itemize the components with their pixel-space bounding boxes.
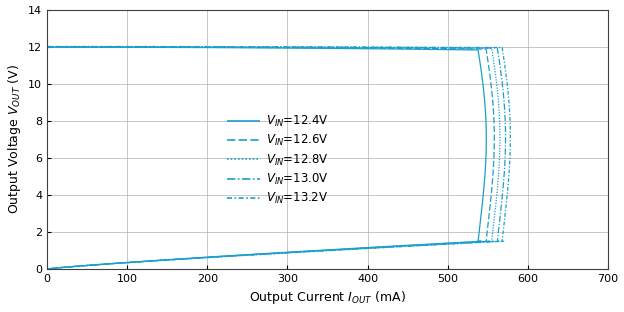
V_IN=12.8V	[468, 241, 475, 244]
V_IN=13.2V	[364, 246, 372, 250]
V_IN=13.0V	[43, 267, 51, 271]
V_IN=12.6V	[487, 197, 495, 201]
V_IN=12.4V	[479, 76, 486, 80]
V_IN=13.0V	[499, 197, 506, 200]
V_IN=13.0V	[472, 241, 480, 244]
V_IN=12.8V	[43, 45, 51, 49]
V_IN=13.0V	[361, 246, 369, 250]
Line: V_IN=13.2V: V_IN=13.2V	[47, 46, 510, 269]
V_IN=13.0V	[43, 45, 51, 48]
V_IN=13.2V	[43, 45, 51, 48]
V_IN=12.6V	[43, 45, 51, 49]
V_IN=12.8V	[43, 267, 51, 271]
V_IN=13.2V	[503, 197, 510, 200]
V_IN=12.8V	[488, 240, 495, 243]
V_IN=13.2V	[502, 74, 510, 78]
V_IN=12.4V	[475, 240, 483, 243]
V_IN=12.6V	[487, 76, 494, 79]
V_IN=13.0V	[304, 45, 311, 49]
V_IN=12.6V	[464, 241, 471, 244]
V_IN=12.8V	[493, 197, 500, 200]
V_IN=12.8V	[492, 75, 500, 79]
Line: V_IN=12.6V: V_IN=12.6V	[47, 47, 494, 269]
V_IN=12.6V	[354, 246, 362, 250]
V_IN=12.8V	[301, 46, 308, 49]
V_IN=12.8V	[358, 246, 365, 250]
V_IN=12.4V	[456, 241, 463, 244]
V_IN=13.0V	[493, 240, 500, 243]
Line: V_IN=12.8V: V_IN=12.8V	[47, 47, 500, 269]
V_IN=13.2V	[306, 45, 314, 49]
Line: V_IN=12.4V: V_IN=12.4V	[47, 47, 486, 269]
Y-axis label: Output Voltage $V_{OUT}$ (V): Output Voltage $V_{OUT}$ (V)	[6, 64, 22, 214]
V_IN=13.0V	[498, 75, 505, 78]
V_IN=12.6V	[298, 46, 305, 50]
V_IN=13.2V	[477, 241, 484, 244]
V_IN=12.4V	[43, 45, 51, 49]
V_IN=12.4V	[43, 267, 51, 271]
X-axis label: Output Current $I_{OUT}$ (mA): Output Current $I_{OUT}$ (mA)	[249, 290, 406, 306]
Legend: $V_{IN}$=12.4V, $V_{IN}$=12.6V, $V_{IN}$=12.8V, $V_{IN}$=13.0V, $V_{IN}$=13.2V: $V_{IN}$=12.4V, $V_{IN}$=12.6V, $V_{IN}$…	[227, 114, 329, 206]
V_IN=12.6V	[484, 240, 491, 243]
Line: V_IN=13.0V: V_IN=13.0V	[47, 46, 505, 269]
V_IN=12.6V	[43, 267, 51, 271]
V_IN=12.4V	[349, 246, 356, 250]
V_IN=12.4V	[293, 46, 300, 50]
V_IN=12.4V	[479, 197, 487, 201]
V_IN=13.2V	[498, 240, 505, 243]
V_IN=13.2V	[43, 267, 51, 271]
